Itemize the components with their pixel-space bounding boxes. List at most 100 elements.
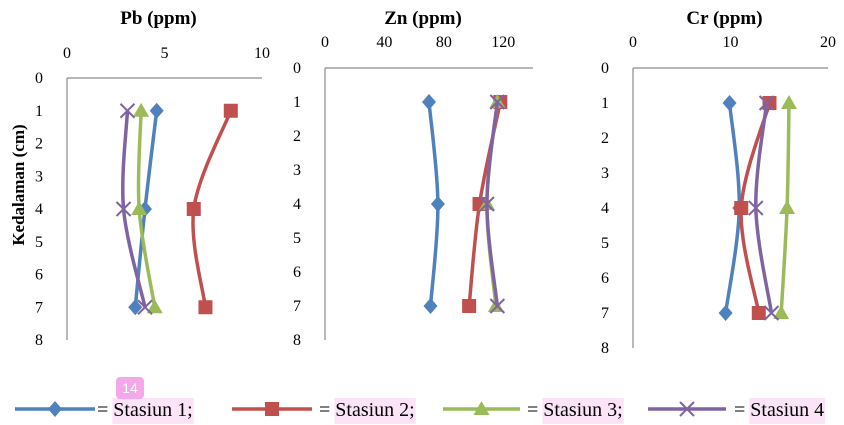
chart-pb-x-tick-label: 10 (254, 45, 270, 62)
chart-zn-data-point (489, 298, 506, 314)
legend-label: = Stasiun 1; (97, 399, 193, 421)
chart-pb-y-tick-label: 0 (35, 70, 43, 87)
chart-cr-x-tick-label: 20 (820, 34, 836, 51)
chart-zn-data-point (462, 299, 477, 313)
chart-cr-x-tick-label: 0 (629, 34, 637, 51)
chart-pb-y-tick-label: 2 (35, 136, 43, 153)
chart-pb-y-tick-label: 1 (35, 103, 43, 120)
chart-pb-data-point (137, 299, 153, 315)
chart-cr-x-tick-label: 10 (723, 34, 739, 51)
chart-pb-data-point (119, 103, 136, 119)
chart-cr-series-stasiun-3 (773, 95, 797, 319)
page-badge-bg (116, 377, 144, 399)
chart-cr-data-point (751, 306, 766, 320)
chart-zn-y-tick-label: 2 (293, 128, 301, 145)
chart-pb-data-point (131, 201, 148, 215)
chart-cr-data-point (763, 305, 780, 321)
chart-zn-y-tick-label: 1 (293, 94, 301, 111)
chart-cr-y-tick-label: 4 (601, 200, 609, 217)
chart-pb-data-point (186, 202, 201, 216)
chart-zn-y-tick-label: 4 (293, 196, 301, 213)
chart-pb-data-point (133, 102, 150, 117)
chart-zn-y-tick-label: 0 (293, 60, 301, 77)
chart-pb-y-tick-label: 5 (35, 234, 43, 251)
legend-marker (48, 401, 62, 417)
chart-zn-data-point (422, 94, 436, 110)
chart-cr-data-point (722, 95, 737, 111)
chart-zn-series-stasiun-1 (422, 94, 445, 314)
chart-zn-y-tick-label: 6 (293, 264, 301, 281)
legend-prefix: = (97, 399, 113, 421)
legend-label-highlight (334, 398, 416, 424)
chart-pb-x-tick-label: 5 (161, 45, 169, 62)
chart-cr-y-tick-label: 7 (601, 305, 609, 322)
chart-zn-data-point (423, 298, 438, 314)
chart-pb-data-point (115, 201, 132, 217)
chart-zn-x-tick-label: 0 (321, 34, 329, 51)
chart-zn-y-tick-label: 8 (293, 332, 301, 349)
chart-pb-data-point (149, 102, 164, 119)
legend: = Stasiun 1; = Stasiun 2; = Stasiun 3; = St… (15, 398, 826, 424)
legend-series-name: Stasiun 1; (113, 399, 192, 421)
chart-zn-y-tick-label: 3 (293, 162, 301, 179)
chart-cr-data-point (734, 201, 749, 215)
chart-pb-series-stasiun-3 (131, 102, 163, 314)
chart-zn-title: Zn (ppm) (384, 8, 462, 29)
legend-label: = Stasiun 2; (319, 399, 415, 421)
chart-pb: Pb (ppm) 0 5 10 0 1 2 3 4 5 6 7 8 (35, 8, 270, 349)
chart-cr-data-point (748, 200, 764, 216)
chart-zn-data-point (430, 196, 445, 212)
chart-cr-data-point (773, 305, 790, 319)
chart-pb-x-tick-label: 0 (63, 45, 71, 62)
legend-marker (679, 401, 695, 417)
chart-pb-y-tick-label: 8 (35, 332, 43, 349)
chart-cr-y-tick-label: 8 (601, 340, 609, 357)
chart-cr-y-tick-label: 0 (601, 60, 609, 77)
chart-pb-data-point (128, 299, 143, 316)
chart-zn-series-stasiun-4 (479, 94, 506, 314)
chart-zn: Zn (ppm) 0 40 80 120 0 1 2 3 4 5 6 7 8 (293, 8, 533, 349)
chart-pb-title: Pb (ppm) (120, 8, 197, 29)
legend-label: = Stasiun 3; (527, 399, 623, 421)
chart-pb-y-tick-label: 6 (35, 267, 43, 284)
chart-zn-series-line (485, 101, 500, 307)
legend-series-name: Stasiun 3; (543, 399, 622, 421)
chart-cr-title: Cr (ppm) (686, 8, 762, 29)
chart-pb-data-point (146, 299, 163, 314)
chart-cr: Cr (ppm) 0 10 20 0 1 2 3 4 5 6 7 8 (601, 8, 836, 357)
chart-pb-series-stasiun-4 (115, 103, 153, 315)
chart-pb-y-tick-label: 4 (35, 201, 43, 218)
legend-item-stasiun-2: = Stasiun 2; (232, 398, 416, 424)
chart-zn-data-point (479, 196, 495, 212)
legend-prefix: = (734, 399, 750, 421)
legend-marker (473, 401, 490, 415)
chart-cr-data-point (718, 305, 733, 321)
chart-pb-data-point (198, 300, 213, 315)
y-axis-label: Kedalaman (cm) (9, 124, 28, 245)
chart-cr-y-tick-label: 3 (601, 165, 609, 182)
legend-series-name: Stasiun 2; (335, 399, 414, 421)
chart-pb-y-tick-label: 7 (35, 299, 43, 316)
legend-prefix: = (319, 399, 335, 421)
chart-zn-y-tick-label: 5 (293, 230, 301, 247)
chart-cr-y-tick-label: 5 (601, 235, 609, 252)
page-badge-text: 14 (122, 380, 138, 396)
chart-zn-y-tick-label: 7 (293, 298, 301, 315)
chart-cr-data-point (758, 95, 775, 111)
chart-pb-y-tick-label: 3 (35, 168, 43, 185)
legend-prefix: = (527, 399, 543, 421)
legend-label-highlight (749, 398, 826, 424)
page-badge: 14 (116, 377, 144, 399)
chart-pb-data-point (223, 103, 238, 118)
chart-zn-x-tick-label: 40 (376, 34, 392, 51)
legend-label-highlight (542, 398, 624, 424)
legend-item-stasiun-4: = Stasiun 4 (648, 398, 826, 424)
legend-item-stasiun-1: = Stasiun 1; (15, 398, 194, 424)
legend-label-highlight (112, 398, 194, 424)
chart-zn-data-point (489, 94, 506, 110)
chart-cr-data-point (781, 95, 797, 109)
chart-cr-data-point (779, 200, 796, 214)
legend-series-name: Stasiun 4 (750, 399, 824, 421)
